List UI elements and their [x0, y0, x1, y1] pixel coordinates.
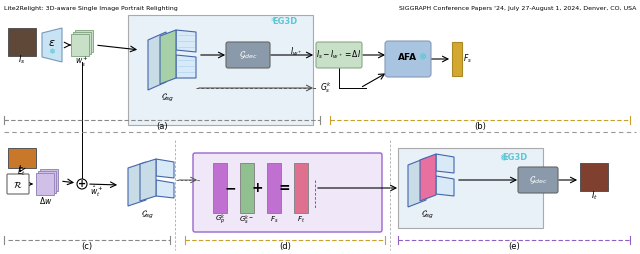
Polygon shape [408, 158, 426, 207]
Polygon shape [42, 28, 62, 62]
Text: $\mathcal{G}_{sg}$: $\mathcal{G}_{sg}$ [161, 92, 175, 104]
Bar [580, 163, 608, 191]
Bar [73, 32, 91, 54]
Text: *: * [270, 17, 276, 27]
Text: $F_s$: $F_s$ [270, 215, 278, 225]
Text: EG3D: EG3D [273, 18, 298, 26]
Text: $\Delta w$: $\Delta w$ [39, 195, 52, 205]
Bar [71, 34, 89, 56]
Bar [8, 148, 36, 168]
Text: SIGGRAPH Conference Papers '24, July 27-August 1, 2024, Denver, CO, USA: SIGGRAPH Conference Papers '24, July 27-… [399, 6, 636, 11]
Bar [267, 163, 281, 213]
Bar [452, 42, 462, 76]
FancyBboxPatch shape [7, 174, 29, 194]
Bar [213, 163, 227, 213]
Text: $\mathcal{G}_{dec}$: $\mathcal{G}_{dec}$ [239, 50, 257, 60]
FancyBboxPatch shape [385, 41, 431, 77]
Polygon shape [140, 159, 156, 201]
Text: −: − [224, 181, 236, 195]
Polygon shape [156, 180, 174, 198]
Polygon shape [436, 154, 454, 173]
Bar [128, 15, 313, 125]
Text: $F_s$: $F_s$ [463, 53, 472, 65]
Text: (e): (e) [508, 243, 520, 251]
Polygon shape [128, 162, 146, 206]
Text: $\varepsilon$: $\varepsilon$ [48, 38, 56, 48]
Text: EG3D: EG3D [502, 153, 527, 163]
Text: $F_t$: $F_t$ [297, 215, 305, 225]
Text: $I_s$: $I_s$ [19, 54, 26, 66]
Text: $w_s^+$: $w_s^+$ [75, 55, 89, 69]
Text: $\mathcal{G}_{sg}$: $\mathcal{G}_{sg}$ [421, 209, 435, 221]
Text: $I_{w^+}$: $I_{w^+}$ [290, 46, 302, 58]
Text: $I_t$: $I_t$ [591, 190, 598, 202]
Text: $G_s^k$: $G_s^k$ [320, 81, 332, 96]
Polygon shape [148, 32, 166, 90]
Bar [294, 163, 308, 213]
Text: $G_p^k$: $G_p^k$ [214, 213, 225, 227]
Text: $\mathcal{G}_{sg}$: $\mathcal{G}_{sg}$ [141, 209, 155, 221]
Text: ❅: ❅ [49, 47, 56, 56]
Bar [240, 163, 254, 213]
Text: $\hat{w}_t^+$: $\hat{w}_t^+$ [90, 184, 104, 199]
Polygon shape [420, 154, 436, 201]
Bar [36, 173, 54, 195]
Text: $G_s^{k-}$: $G_s^{k-}$ [239, 213, 255, 227]
Bar [40, 169, 58, 191]
FancyBboxPatch shape [316, 42, 362, 68]
Text: +: + [78, 179, 86, 189]
FancyBboxPatch shape [518, 167, 558, 193]
Text: +: + [251, 181, 263, 195]
Polygon shape [436, 176, 454, 196]
Text: (b): (b) [474, 122, 486, 132]
Bar [10, 30, 34, 54]
Text: $\mathcal{G}_{dec}$: $\mathcal{G}_{dec}$ [529, 174, 547, 186]
Text: $\mathcal{R}$: $\mathcal{R}$ [13, 179, 22, 189]
Text: (c): (c) [81, 243, 93, 251]
Text: (d): (d) [279, 243, 291, 251]
Text: Lite2Relight: 3D-aware Single Image Portrait Relighting: Lite2Relight: 3D-aware Single Image Port… [4, 6, 178, 11]
Text: (a): (a) [156, 122, 168, 132]
Text: =: = [278, 181, 290, 195]
Bar [75, 30, 93, 52]
FancyBboxPatch shape [193, 153, 382, 232]
Bar [8, 28, 36, 56]
Text: ❅: ❅ [499, 153, 507, 163]
Bar [38, 171, 56, 193]
Circle shape [77, 179, 87, 189]
Polygon shape [176, 55, 196, 78]
Bar [398, 148, 543, 228]
Text: AFA: AFA [399, 53, 417, 61]
Polygon shape [156, 159, 174, 178]
Text: $E_t$: $E_t$ [17, 166, 26, 178]
FancyBboxPatch shape [226, 42, 270, 68]
Polygon shape [176, 30, 196, 52]
Polygon shape [160, 30, 176, 84]
Text: ❅: ❅ [418, 52, 426, 62]
Text: $I_s - I_{w^+} = \Delta I$: $I_s - I_{w^+} = \Delta I$ [316, 49, 362, 61]
